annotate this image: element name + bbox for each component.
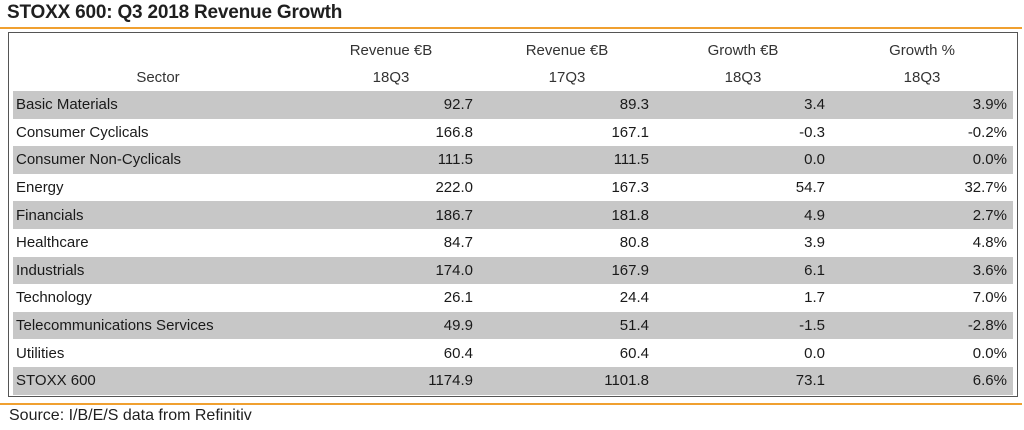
value-cell: 111.5 [479,146,655,174]
value-cell: -0.2% [967,123,1007,141]
value-cell: 84.7 [443,234,473,252]
value-cell: 4.9 [655,201,831,229]
value-cell: 54.7 [795,179,825,197]
value-cell: -1.5 [655,311,831,340]
value-cell: 49.9 [303,311,479,340]
value-cell: -2.8% [831,311,1013,340]
value-cell: 0.0 [804,344,825,362]
value-cell: 167.1 [611,123,649,141]
value-cell: 0.0 [655,146,831,174]
value-cell: 167.3 [611,179,649,197]
value-cell: 51.4 [479,311,655,340]
table-row: Consumer Cyclicals 166.8 167.1 -0.3 -0.2% [13,119,1013,147]
sector-cell: Energy [16,179,64,197]
value-cell: 92.7 [303,91,479,119]
header-cell: Sector [136,69,180,86]
header-row-2: Sector 18Q3 17Q3 18Q3 18Q3 [13,64,1013,91]
sector-cell: Financials [13,201,303,229]
value-cell: 73.1 [655,366,831,395]
value-cell: 1174.9 [303,366,479,395]
revenue-growth-table: Revenue €B Revenue €B Growth €B Growth %… [13,37,1013,395]
value-cell: 222.0 [435,179,473,197]
value-cell: 0.0% [972,344,1007,362]
table-row: Telecommunications Services 49.9 51.4 -1.5-… [13,311,1013,340]
value-cell: 6.1 [655,256,831,285]
value-cell: 7.0% [972,289,1007,307]
sector-cell: Consumer Cyclicals [16,123,149,141]
table-row: Industrials 174.0 167.9 6.1 3.6% [13,256,1013,285]
value-cell: 174.0 [303,256,479,285]
header-cell [13,37,303,64]
value-cell: 0.0% [831,146,1013,174]
value-cell: 3.4 [655,91,831,119]
sector-cell: STOXX 600 [13,366,303,395]
value-cell: 1101.8 [479,366,655,395]
sector-cell: Consumer Non-Cyclicals [13,146,303,174]
value-cell: 111.5 [303,146,479,174]
sector-cell: Healthcare [16,234,89,252]
value-cell: 181.8 [479,201,655,229]
table-row: Consumer Non-Cyclicals 111.5 111.5 0.0 0.0% [13,146,1013,174]
table-row: STOXX 600 1174.9 1101.8 73.1 6.6% [13,366,1013,395]
sector-cell: Technology [16,289,92,307]
value-cell: 60.4 [619,344,649,362]
table-frame: Revenue €B Revenue €B Growth €B Growth %… [8,32,1018,397]
value-cell: 2.7% [831,201,1013,229]
table-row: Financials 186.7 181.8 4.9 2.7% [13,201,1013,229]
table-row: Healthcare 84.7 80.8 3.9 4.8% [13,229,1013,257]
header-row-1: Revenue €B Revenue €B Growth €B Growth % [13,37,1013,64]
header-cell: 18Q3 [372,69,410,86]
value-cell: 6.6% [831,366,1013,395]
value-cell: 166.8 [435,123,473,141]
bottom-accent-rule [0,403,1022,405]
value-cell: 3.6% [831,256,1013,285]
header-cell: Growth % [889,42,955,59]
sector-cell: Industrials [13,256,303,285]
value-cell: 1.7 [804,289,825,307]
value-cell: 89.3 [479,91,655,119]
value-cell: 167.9 [479,256,655,285]
top-accent-rule [0,27,1022,29]
value-cell: 60.4 [443,344,473,362]
table-row: Basic Materials 92.7 89.3 3.4 3.9% [13,91,1013,119]
value-cell: -0.3 [799,123,825,141]
value-cell: 186.7 [303,201,479,229]
value-cell: 3.9 [804,234,825,252]
value-cell: 26.1 [443,289,473,307]
sector-cell: Telecommunications Services [13,311,303,340]
header-cell: 17Q3 [548,69,586,86]
value-cell: 4.8% [972,234,1007,252]
value-cell: 24.4 [619,289,649,307]
table-body: Basic Materials 92.7 89.3 3.4 3.9% Consumer C… [13,91,1013,395]
source-note: Source: I/B/E/S data from Refinitiv [9,407,252,424]
header-cell: 18Q3 [724,69,762,86]
sector-cell: Basic Materials [13,91,303,119]
table-row: Utilities 60.4 60.4 0.0 0.0% [13,339,1013,367]
value-cell: 3.9% [831,91,1013,119]
value-cell: 32.7% [964,179,1007,197]
header-cell: Revenue €B [349,42,433,59]
page-title: STOXX 600: Q3 2018 Revenue Growth [7,2,343,23]
header-cell: 18Q3 [903,69,941,86]
header-cell: Revenue €B [525,42,609,59]
table-row: Technology 26.1 24.4 1.7 7.0% [13,284,1013,312]
header-cell: Growth €B [707,42,779,59]
value-cell: 80.8 [619,234,649,252]
table-row: Energy 222.0 167.3 54.7 32.7% [13,174,1013,202]
sector-cell: Utilities [16,344,65,362]
